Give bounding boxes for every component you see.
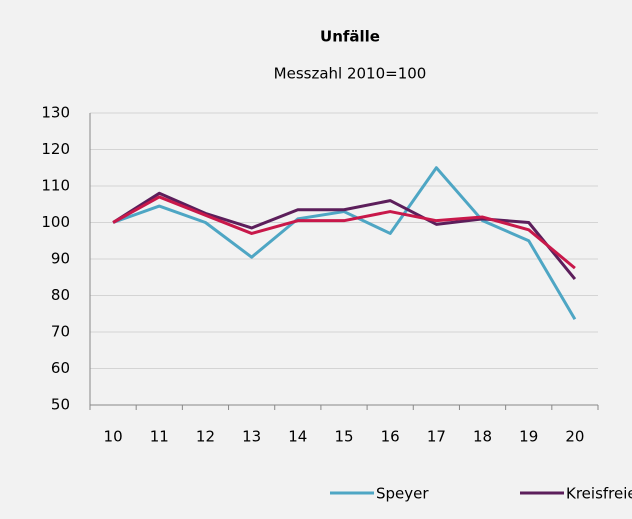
x-tick-label: 15 [334,428,353,446]
x-tick-label: 16 [381,428,400,446]
x-tick-label: 13 [242,428,261,446]
y-tick-label: 110 [41,177,70,195]
y-tick-label: 80 [51,286,70,304]
y-tick-label: 50 [51,396,70,414]
line-series [112,166,577,320]
y-tick-label: 130 [41,104,70,122]
x-tick-label: 14 [288,428,307,446]
y-tick-label: 90 [51,250,70,268]
x-tick-label: 17 [427,428,446,446]
y-tick-label: 70 [51,323,70,341]
y-tick-label: 60 [51,359,70,377]
line-series [112,195,576,270]
x-tick-label: 11 [150,428,169,446]
x-tick-label: 20 [565,428,584,446]
legend-label: Kreisfreie [566,485,632,503]
legend-label: Speyer [376,485,429,503]
x-tick-label: 19 [519,428,538,446]
x-tick-label: 18 [473,428,492,446]
x-tick-label: 12 [196,428,215,446]
chart-subtitle: Messzahl 2010=100 [274,65,427,83]
chart-title: Unfälle [320,28,380,46]
x-tick-label: 10 [104,428,123,446]
y-tick-label: 120 [41,140,70,158]
y-tick-label: 100 [41,213,70,231]
